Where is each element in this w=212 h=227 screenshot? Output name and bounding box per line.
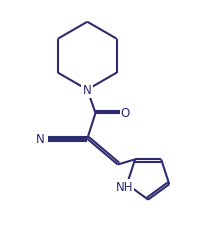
Text: N: N	[35, 133, 44, 146]
Text: O: O	[121, 107, 130, 120]
Text: N: N	[83, 84, 92, 97]
Text: NH: NH	[116, 180, 134, 193]
